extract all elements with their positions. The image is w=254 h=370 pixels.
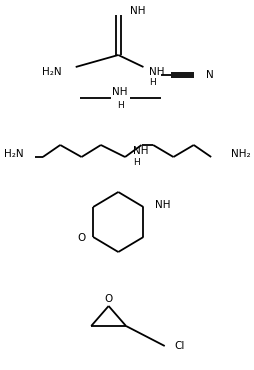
Text: H: H <box>117 101 124 110</box>
Text: H₂N: H₂N <box>4 149 23 159</box>
Text: NH: NH <box>133 146 148 156</box>
Text: O: O <box>77 233 85 243</box>
Text: NH₂: NH₂ <box>231 149 250 159</box>
Text: NH: NH <box>130 6 145 16</box>
Text: N: N <box>206 70 214 80</box>
Text: O: O <box>104 294 113 304</box>
Text: NH: NH <box>155 200 170 210</box>
Text: NH: NH <box>149 67 165 77</box>
Text: NH: NH <box>113 87 128 97</box>
Text: H₂N: H₂N <box>42 67 61 77</box>
Text: Cl: Cl <box>174 341 185 351</box>
Text: H: H <box>149 77 156 87</box>
Text: H: H <box>133 158 139 166</box>
